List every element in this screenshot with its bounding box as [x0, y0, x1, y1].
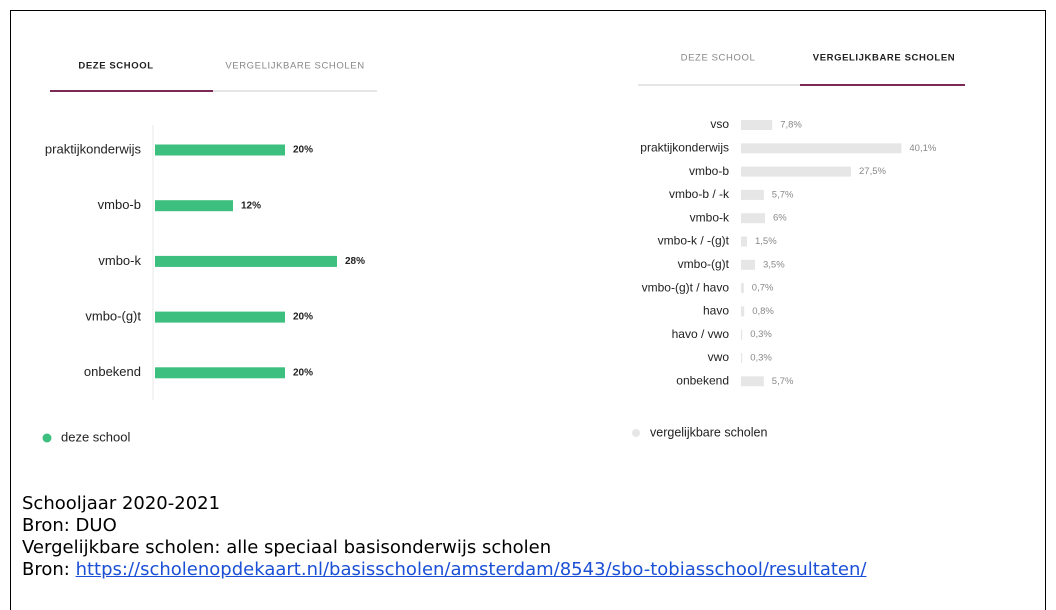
category-label: vmbo-(g)t [678, 257, 730, 271]
value-label: 27,5% [859, 166, 886, 177]
tab: VERGELIJKBARE SCHOLEN [813, 53, 955, 64]
value-label: 20% [293, 312, 313, 323]
legend-dot [42, 433, 52, 443]
value-label: 0,3% [750, 353, 772, 364]
bar [155, 311, 285, 323]
value-label: 0,8% [752, 306, 774, 317]
category-label: vso [710, 117, 729, 131]
category-label: havo / vwo [672, 327, 730, 341]
bar [741, 166, 851, 177]
category-label: vmbo-(g)t [85, 309, 141, 324]
legend-dot [632, 429, 640, 437]
category-label: havo [703, 304, 729, 318]
footer-line: Bron: DUO [22, 515, 117, 536]
value-label: 3,5% [763, 259, 785, 270]
category-label: vmbo-b [98, 197, 141, 212]
value-label: 12% [241, 200, 261, 211]
source-label: Bron: [22, 559, 70, 580]
footer-line: Schooljaar 2020-2021 [22, 493, 221, 514]
bar [741, 283, 744, 294]
value-label: 6% [773, 213, 787, 224]
bar [155, 144, 285, 156]
value-label: 40,1% [909, 143, 936, 154]
category-label: vmbo-b [689, 164, 729, 178]
bar [155, 367, 285, 379]
category-label: vmbo-k [98, 253, 141, 268]
category-label: vmbo-(g)t / havo [642, 280, 730, 294]
bar [741, 376, 764, 387]
source-link[interactable]: https://scholenopdekaart.nl/basisscholen… [75, 559, 867, 580]
category-label: vmbo-k / -(g)t [658, 234, 730, 248]
bar [741, 120, 773, 130]
value-label: 0,7% [752, 283, 774, 294]
category-label: vmbo-b / -k [669, 187, 730, 201]
footer: Schooljaar 2020-2021 Bron: DUO Vergelijk… [22, 493, 866, 581]
value-label: 28% [345, 256, 365, 267]
value-label: 1,5% [755, 236, 777, 247]
bar [741, 329, 743, 340]
bar [741, 353, 743, 363]
bar [155, 255, 337, 267]
footer-line: Vergelijkbare scholen: alle speciaal bas… [22, 537, 552, 558]
tab: VERGELIJKBARE SCHOLEN [225, 61, 364, 72]
category-label: onbekend [84, 364, 141, 379]
footer-source: Bron: https://scholenopdekaart.nl/basiss… [22, 559, 866, 581]
legend-label: deze school [61, 429, 130, 444]
bar [741, 213, 765, 224]
category-label: onbekend [676, 373, 729, 387]
bar [741, 143, 902, 154]
value-label: 7,8% [780, 120, 802, 131]
value-label: 5,7% [772, 376, 794, 387]
value-label: 5,7% [772, 189, 794, 200]
value-label: 20% [293, 145, 313, 156]
bar [741, 306, 745, 317]
category-label: praktijkonderwijs [45, 141, 142, 156]
charts: DEZE SCHOOL VERGELIJKBARE SCHOLEN praktijk… [42, 53, 965, 444]
legend-label: vergelijkbare scholen [650, 425, 767, 439]
bar [741, 259, 755, 270]
tab: DEZE SCHOOL [681, 53, 756, 64]
category-label: vwo [708, 350, 730, 364]
bar [741, 236, 747, 247]
category-label: praktijkonderwijs [640, 140, 729, 154]
value-label: 0,3% [750, 329, 772, 340]
bar [741, 189, 764, 200]
frame [10, 10, 1046, 610]
tab: DEZE SCHOOL [78, 61, 153, 72]
category-label: vmbo-k [690, 210, 730, 224]
value-label: 20% [293, 367, 313, 378]
bar [155, 200, 233, 212]
